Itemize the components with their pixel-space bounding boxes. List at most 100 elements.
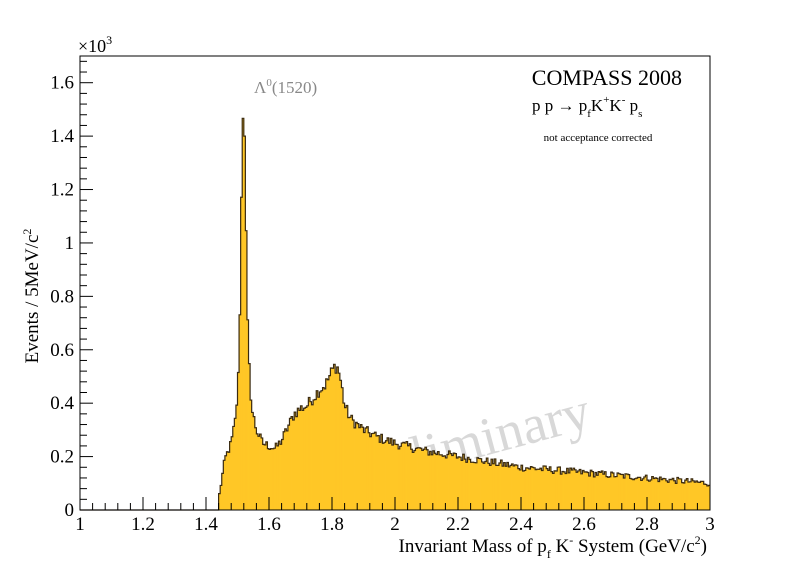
- histogram-bin: [691, 478, 694, 510]
- histogram-bin: [283, 431, 286, 510]
- histogram-bin: [396, 444, 399, 510]
- histogram-bin: [383, 442, 386, 510]
- histogram-bin: [635, 478, 638, 510]
- histogram-bin: [700, 481, 703, 510]
- y-tick-label: 0.8: [50, 286, 74, 307]
- histogram-bin: [432, 450, 435, 510]
- x-tick-labels: 1 1.2 1.4 1.6 1.8 2 2.2 2.4 2.6 2.8 3: [75, 514, 715, 535]
- histogram-bin: [235, 405, 238, 510]
- histogram-bin: [341, 387, 344, 510]
- histogram-bin: [250, 400, 253, 510]
- histogram-bin: [276, 445, 279, 510]
- histogram-bin: [484, 461, 487, 510]
- histogram-bin: [621, 474, 624, 510]
- histogram-bin: [653, 478, 656, 510]
- reaction-subtitle: p p → pfK+K- ps: [532, 94, 642, 120]
- histogram-bin: [491, 459, 494, 510]
- histogram-bin: [692, 480, 695, 510]
- histogram-bin: [366, 426, 369, 510]
- histogram-bin: [461, 460, 464, 510]
- histogram-bin: [224, 455, 227, 510]
- histogram-bin: [246, 319, 249, 510]
- histogram-bin: [497, 465, 500, 510]
- histogram-bin: [624, 473, 627, 510]
- histogram-bin: [360, 424, 363, 510]
- histogram-bin: [439, 454, 442, 510]
- histogram-bin: [453, 453, 456, 510]
- histogram-bin: [358, 427, 361, 510]
- histogram-bin: [280, 444, 282, 510]
- histogram-bin: [270, 448, 273, 510]
- histogram-bin: [272, 448, 275, 510]
- histogram-bin: [684, 480, 687, 510]
- histogram-bin: [313, 399, 316, 510]
- histogram-bin: [672, 478, 675, 510]
- histogram-bin: [267, 448, 270, 510]
- histogram-bin: [547, 470, 550, 510]
- y-multiplier-base: ×10: [78, 36, 106, 56]
- histogram-bin: [385, 440, 388, 510]
- histogram-bin: [602, 474, 605, 510]
- histogram-bin: [320, 390, 323, 510]
- histogram-bin: [254, 427, 257, 510]
- histogram-bin: [498, 463, 501, 510]
- histogram-bin: [423, 449, 426, 510]
- histogram-bin: [695, 481, 698, 510]
- histogram-bin: [489, 465, 492, 510]
- histogram-bin: [554, 470, 557, 510]
- histogram-bin: [593, 476, 596, 510]
- histogram-bin: [306, 405, 309, 510]
- histogram-bin: [676, 477, 679, 510]
- histogram-bin: [654, 477, 657, 510]
- histogram-bin: [251, 412, 254, 510]
- histogram-bin: [262, 444, 265, 510]
- histogram-bin: [407, 445, 410, 510]
- histogram-bin: [228, 452, 231, 510]
- histogram-bin: [314, 399, 317, 510]
- histogram-bin: [303, 408, 306, 510]
- histogram-bin: [505, 466, 508, 510]
- histogram-bin: [480, 458, 483, 510]
- histogram-bin: [365, 428, 368, 510]
- histogram-bin: [239, 314, 242, 510]
- histogram-bin: [232, 426, 235, 510]
- histogram-bin: [500, 460, 503, 510]
- histogram-bin: [494, 458, 497, 510]
- histogram-bin: [607, 477, 610, 510]
- histogram-bin: [426, 449, 429, 510]
- histogram-bin: [380, 434, 383, 510]
- histogram-bin: [656, 478, 659, 510]
- histogram-bin: [604, 471, 607, 510]
- histogram-bin: [412, 452, 415, 510]
- histogram-outline: [80, 117, 710, 511]
- histogram-bin: [675, 483, 678, 510]
- histogram-bin: [703, 484, 706, 510]
- histogram-bin: [610, 472, 613, 510]
- histogram-bin: [245, 230, 248, 511]
- histogram-bin: [613, 476, 616, 510]
- y-tick-label: 0.2: [50, 447, 74, 468]
- histogram-bin: [415, 448, 418, 510]
- histogram-bin: [631, 479, 634, 510]
- histogram-bin: [574, 469, 577, 510]
- histogram-bin: [629, 478, 632, 510]
- histogram-bin: [683, 483, 686, 510]
- histogram-bin: [557, 467, 560, 510]
- histogram-bin: [311, 404, 314, 510]
- histogram-bin: [535, 469, 538, 510]
- histogram-bin: [673, 480, 676, 510]
- histogram-bin: [401, 443, 404, 510]
- histogram-bin: [450, 453, 453, 510]
- histogram-bin: [445, 457, 448, 510]
- histogram-bin: [350, 415, 353, 510]
- histogram-bin: [569, 468, 572, 510]
- histogram-bin: [464, 459, 467, 510]
- histogram-bin: [585, 471, 588, 510]
- histogram-bin: [476, 457, 479, 510]
- x-tick-label: 1: [75, 514, 85, 535]
- histogram-bin: [429, 451, 432, 510]
- histogram-bin: [287, 425, 290, 510]
- histogram-bin: [483, 463, 486, 510]
- histogram-bin: [413, 450, 416, 510]
- histogram-bin: [281, 439, 284, 510]
